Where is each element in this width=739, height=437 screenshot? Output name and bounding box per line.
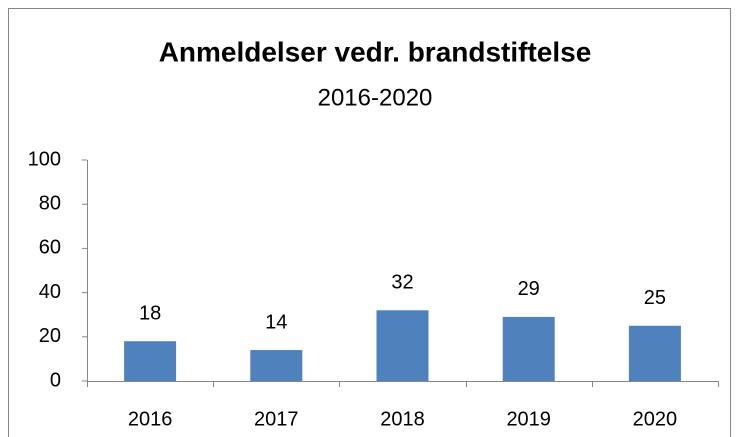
y-tick-label: 80 (39, 192, 61, 214)
bar (250, 350, 303, 381)
chart-subtitle: 2016-2020 (318, 84, 433, 111)
y-tick-label: 100 (28, 148, 61, 170)
y-tick-label: 60 (39, 237, 61, 259)
x-tick-label: 2017 (254, 408, 299, 430)
chart-title: Anmeldelser vedr. brandstiftelse (159, 36, 592, 67)
y-tick-label: 40 (39, 281, 61, 303)
data-label: 29 (518, 278, 540, 300)
bar (502, 316, 555, 381)
bar (628, 325, 681, 381)
x-tick-label: 2016 (128, 408, 173, 430)
chart-border (8, 8, 731, 437)
bar (124, 341, 177, 381)
data-label: 18 (139, 303, 161, 325)
x-tick-label: 2020 (633, 408, 678, 430)
data-label: 25 (644, 287, 666, 309)
y-tick-label: 20 (39, 325, 61, 347)
x-tick-label: 2019 (506, 408, 551, 430)
data-label: 14 (265, 311, 287, 333)
x-tick-label: 2018 (380, 408, 425, 430)
y-tick-label: 0 (50, 369, 61, 391)
data-label: 32 (391, 272, 413, 294)
bar (376, 310, 429, 381)
